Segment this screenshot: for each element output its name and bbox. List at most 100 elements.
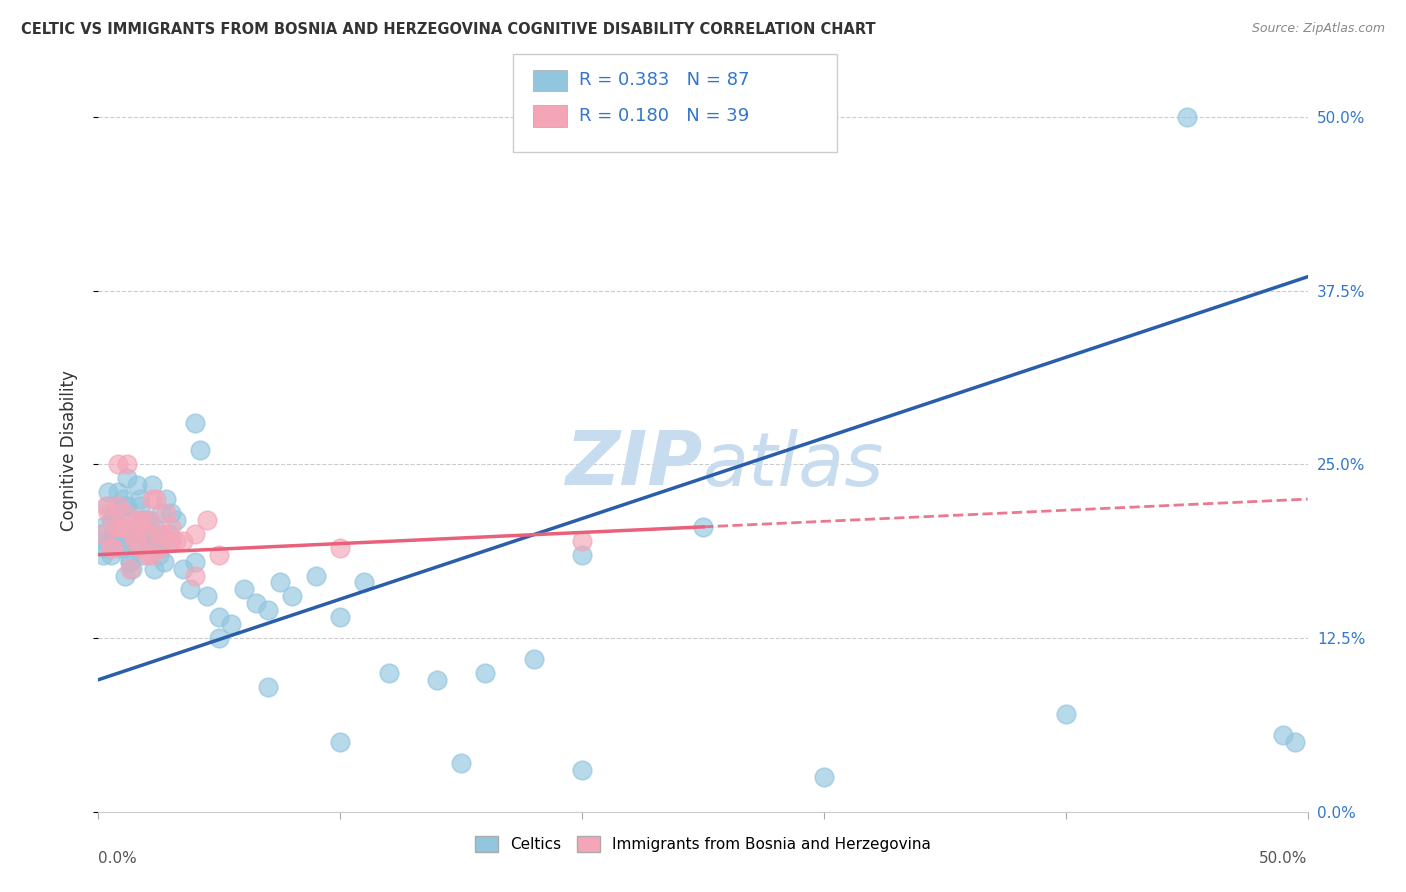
Text: CELTIC VS IMMIGRANTS FROM BOSNIA AND HERZEGOVINA COGNITIVE DISABILITY CORRELATIO: CELTIC VS IMMIGRANTS FROM BOSNIA AND HER… xyxy=(21,22,876,37)
Point xyxy=(145,492,167,507)
Point xyxy=(571,533,593,548)
Point xyxy=(107,526,129,541)
Point xyxy=(450,756,472,770)
Text: R = 0.383   N = 87: R = 0.383 N = 87 xyxy=(579,71,749,89)
Point xyxy=(474,665,496,680)
Point xyxy=(117,471,139,485)
Point xyxy=(281,590,304,604)
Point xyxy=(571,763,593,777)
Point xyxy=(121,561,143,575)
Point xyxy=(165,513,187,527)
Point xyxy=(172,533,194,548)
Point xyxy=(94,499,117,513)
Point xyxy=(97,485,120,500)
Point xyxy=(141,478,163,492)
Point xyxy=(329,541,352,555)
Point xyxy=(269,575,291,590)
Point xyxy=(127,513,149,527)
Point xyxy=(1175,110,1198,124)
Point xyxy=(134,513,156,527)
Point xyxy=(114,506,136,520)
Point xyxy=(232,582,254,597)
Point xyxy=(104,520,127,534)
Point xyxy=(184,568,207,582)
Point xyxy=(135,526,157,541)
Point xyxy=(160,533,183,548)
Point xyxy=(155,492,177,507)
Point xyxy=(108,520,131,534)
Point xyxy=(135,533,157,548)
Point xyxy=(114,568,136,582)
Point xyxy=(138,513,160,527)
Point xyxy=(256,603,278,617)
Point xyxy=(221,617,243,632)
Point xyxy=(128,499,150,513)
Point xyxy=(256,680,278,694)
Point xyxy=(1054,707,1077,722)
Point xyxy=(184,555,207,569)
Point xyxy=(118,555,141,569)
Point xyxy=(100,541,122,555)
Point xyxy=(108,541,131,555)
Point xyxy=(160,506,183,520)
Text: 0.0%: 0.0% xyxy=(98,851,138,865)
Point xyxy=(157,526,180,541)
Point xyxy=(571,548,593,562)
Point xyxy=(134,520,156,534)
Point xyxy=(141,548,163,562)
Point xyxy=(138,533,160,548)
Point xyxy=(111,520,134,534)
Point xyxy=(128,541,150,555)
Point xyxy=(1272,728,1295,742)
Point xyxy=(692,520,714,534)
Point xyxy=(160,533,183,548)
Point xyxy=(104,520,127,534)
Point xyxy=(107,485,129,500)
Point xyxy=(131,548,153,562)
Point xyxy=(94,541,117,555)
Point xyxy=(141,492,163,507)
Point xyxy=(377,665,399,680)
Point xyxy=(245,596,267,610)
Point xyxy=(305,568,328,582)
Text: Source: ZipAtlas.com: Source: ZipAtlas.com xyxy=(1251,22,1385,36)
Point xyxy=(195,590,218,604)
Point xyxy=(150,506,173,520)
Point xyxy=(184,526,207,541)
Point xyxy=(160,520,183,534)
Point xyxy=(208,548,231,562)
Point xyxy=(117,458,139,472)
Point xyxy=(100,513,122,527)
Point xyxy=(195,513,218,527)
Point xyxy=(91,526,114,541)
Point xyxy=(148,541,170,555)
Point xyxy=(97,499,120,513)
Point xyxy=(353,575,375,590)
Y-axis label: Cognitive Disability: Cognitive Disability xyxy=(59,370,77,531)
Point xyxy=(165,533,187,548)
Point xyxy=(91,548,114,562)
Point xyxy=(148,526,170,541)
Point xyxy=(152,526,174,541)
Point xyxy=(111,492,134,507)
Point xyxy=(124,533,146,548)
Point xyxy=(138,513,160,527)
Point xyxy=(128,492,150,507)
Point xyxy=(107,499,129,513)
Text: ZIP: ZIP xyxy=(565,428,703,501)
Point xyxy=(329,610,352,624)
Point xyxy=(143,520,166,534)
Point xyxy=(114,499,136,513)
Point xyxy=(135,526,157,541)
Point xyxy=(121,526,143,541)
Point xyxy=(127,541,149,555)
Point xyxy=(131,513,153,527)
Point xyxy=(127,478,149,492)
Point xyxy=(131,520,153,534)
Text: 50.0%: 50.0% xyxy=(1260,851,1308,865)
Point xyxy=(1284,735,1306,749)
Text: R = 0.180   N = 39: R = 0.180 N = 39 xyxy=(579,107,749,125)
Point xyxy=(155,506,177,520)
Point xyxy=(117,499,139,513)
Point xyxy=(523,652,546,666)
